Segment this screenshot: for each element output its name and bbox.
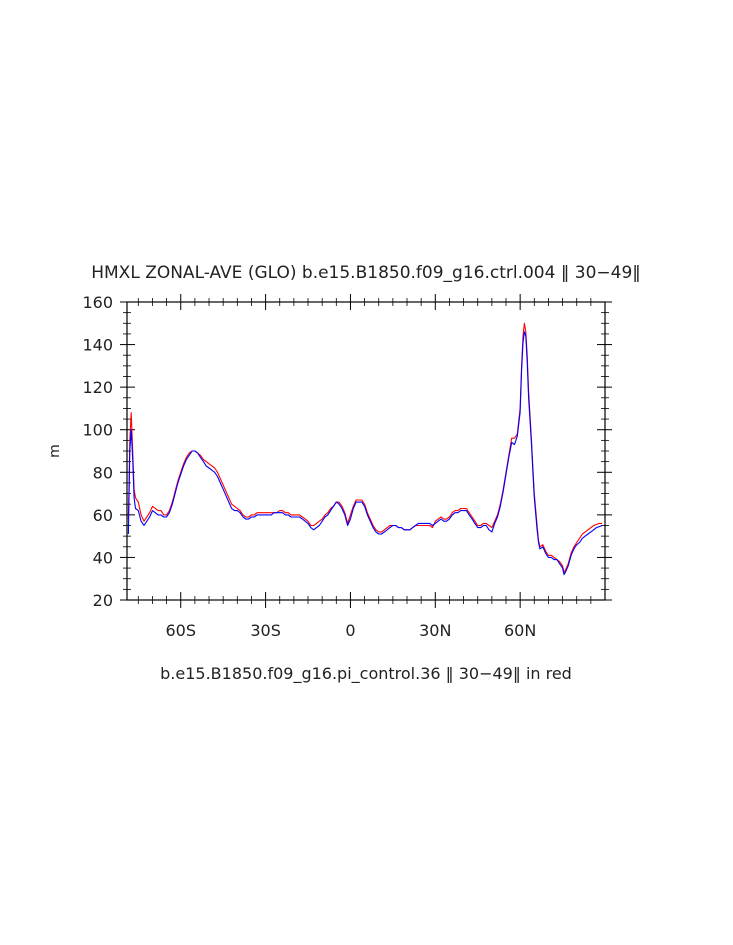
y-tick-label: 120 <box>82 378 113 397</box>
axis-ticks <box>120 294 612 608</box>
y-tick-label: 80 <box>93 463 113 482</box>
x-tick-label: 30N <box>419 621 451 640</box>
y-tick-label: 140 <box>82 336 113 355</box>
x-tick-label: 30S <box>250 621 281 640</box>
plot-frame <box>126 301 606 601</box>
y-tick-label: 60 <box>93 506 113 525</box>
x-tick-label: 60S <box>165 621 196 640</box>
plot-area <box>120 294 612 608</box>
chart-title: HMXL ZONAL-AVE (GLO) b.e15.B1850.f09_g16… <box>91 263 641 283</box>
x-axis-label: b.e15.B1850.f09_g16.pi_control.36 ‖ 30−4… <box>160 664 572 684</box>
x-tick-label: 0 <box>345 621 355 640</box>
y-tick-label: 40 <box>93 548 113 567</box>
tick-labels: 20 40 60 80 100 120 140 160 60S 30S 0 30N 60N <box>82 293 536 640</box>
series-lines <box>127 322 603 576</box>
series-line-blue <box>127 331 603 576</box>
y-tick-label: 160 <box>82 293 113 312</box>
y-tick-label: 20 <box>93 591 113 610</box>
y-tick-label: 100 <box>82 421 113 440</box>
y-axis-label: m <box>47 444 63 458</box>
x-tick-label: 60N <box>504 621 536 640</box>
